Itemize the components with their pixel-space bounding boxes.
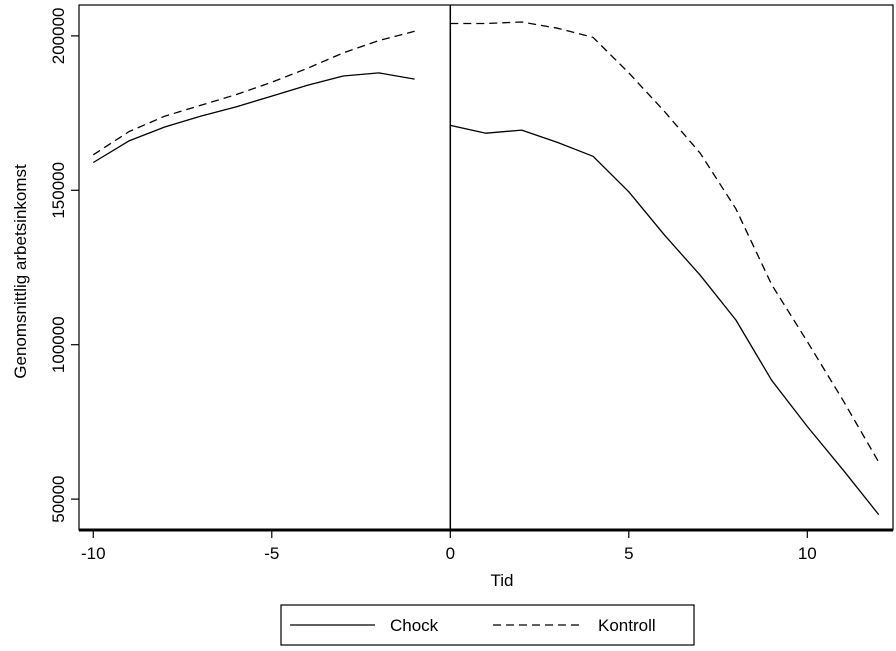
plot-area (78, 4, 894, 532)
x-tick-label: 10 (798, 544, 817, 563)
y-tick-label: 200000 (49, 8, 68, 65)
x-tick-label: 0 (446, 544, 455, 563)
y-tick-label: 50000 (49, 475, 68, 522)
legend: Chock Kontroll (280, 604, 695, 646)
y-axis-title: Genomsnittlig arbetsinkomst (11, 164, 30, 379)
x-tick-label: -10 (81, 544, 106, 563)
y-tick-label: 150000 (49, 162, 68, 219)
x-tick-label: 5 (624, 544, 633, 563)
y-axis-ticks: 50000 100000 150000 200000 (49, 8, 79, 523)
series-line-kontroll-segment-2 (450, 21, 880, 463)
legend-label-chock: Chock (390, 616, 439, 635)
series-line-chock-segment-1 (92, 72, 415, 164)
series-line-chock-segment-2 (450, 124, 880, 516)
legend-label-kontroll: Kontroll (598, 616, 656, 635)
series-line-kontroll-segment-1 (92, 30, 415, 156)
series-layer (92, 21, 880, 516)
x-tick-label: -5 (264, 544, 279, 563)
x-axis-title: Tid (491, 571, 514, 590)
x-axis-ticks: -10 -5 0 5 10 (81, 530, 817, 563)
y-tick-label: 100000 (49, 316, 68, 373)
